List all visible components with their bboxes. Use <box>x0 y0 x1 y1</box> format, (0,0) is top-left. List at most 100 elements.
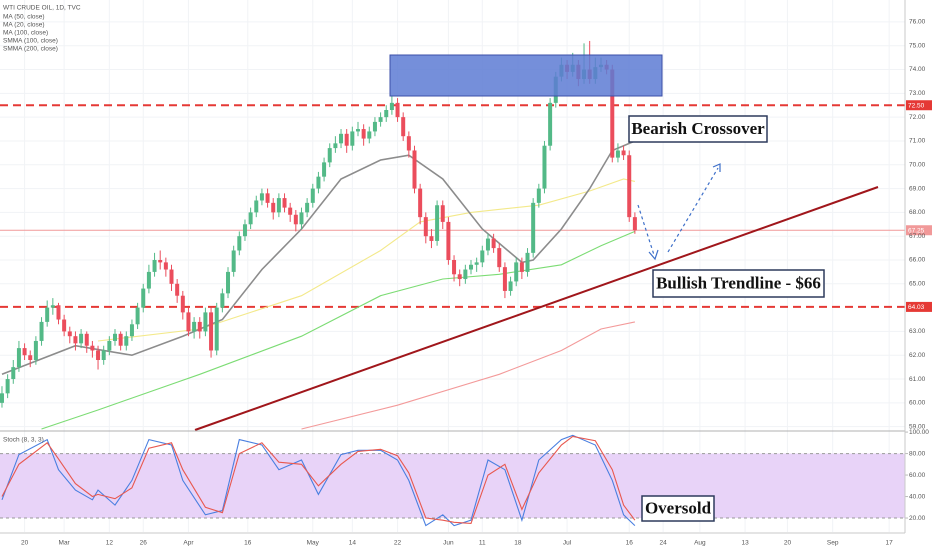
candle-body <box>485 238 490 251</box>
candle-body <box>45 307 50 322</box>
candle-body <box>28 355 33 360</box>
candle-body <box>384 110 389 118</box>
candle-body <box>282 198 287 208</box>
candle-body <box>62 319 67 332</box>
candle-body <box>632 217 637 231</box>
candle-body <box>33 340 38 360</box>
arrow-head <box>648 249 659 261</box>
candle-body <box>248 212 253 225</box>
candle-body <box>418 188 423 218</box>
arrow-down <box>637 204 655 256</box>
candle-body <box>84 333 89 346</box>
candle-body <box>259 193 264 201</box>
candle-body <box>39 321 44 341</box>
legend-entry: MA (100, close) <box>3 30 48 37</box>
x-tick-label: 16 <box>244 540 252 547</box>
x-tick-label: Jul <box>563 540 572 547</box>
candle-body <box>305 202 310 213</box>
candle-body <box>508 281 513 291</box>
y-tick-label: 59.00 <box>909 423 926 430</box>
y-tick-label: 61.00 <box>909 376 926 383</box>
candle-body <box>276 198 281 213</box>
candle-body <box>231 250 236 272</box>
candle-body <box>16 348 21 368</box>
trendline <box>194 186 879 431</box>
candle-body <box>299 212 304 225</box>
candle-body <box>372 121 377 132</box>
candle-body <box>146 271 151 289</box>
candle-body <box>463 269 468 280</box>
y-tick-label: 67.00 <box>909 233 926 240</box>
x-tick-label: Jun <box>443 540 454 547</box>
stoch-tick-label: 20.00 <box>909 515 926 522</box>
candle-body <box>621 150 626 156</box>
candle-body <box>186 312 191 332</box>
candle-body <box>615 150 620 158</box>
candle-body <box>180 295 185 313</box>
y-tick-label: 62.00 <box>909 352 926 359</box>
candle-body <box>412 150 417 189</box>
chart-title: WTI CRUDE OIL, 1D, TVC <box>3 5 81 12</box>
candle-body <box>192 321 197 332</box>
candle-body <box>135 307 140 325</box>
candle-body <box>344 133 349 146</box>
arrow-head <box>712 163 721 172</box>
candle-body <box>220 293 225 308</box>
candle-body <box>627 155 632 218</box>
level-tag <box>906 225 932 236</box>
candle-body <box>5 379 10 394</box>
candle-body <box>316 176 321 189</box>
y-tick-label: 73.00 <box>909 90 926 97</box>
candle-body <box>226 271 231 294</box>
y-tick-label: 71.00 <box>909 138 926 145</box>
x-tick-label: 20 <box>21 540 29 547</box>
level-tag <box>906 301 932 312</box>
candle-body <box>361 129 366 139</box>
level-label: 64.03 <box>908 304 925 311</box>
arrow-up <box>667 167 719 253</box>
candle-body <box>322 162 327 177</box>
candle-body <box>11 367 16 380</box>
y-tick-label: 70.00 <box>909 161 926 168</box>
candle-body <box>0 393 4 403</box>
candle-body <box>310 188 315 203</box>
annotation-box <box>652 269 825 298</box>
candle-body <box>129 324 134 337</box>
candle-body <box>378 117 383 122</box>
candle-body <box>395 102 400 118</box>
x-tick-label: 12 <box>106 540 114 547</box>
candle-body <box>355 129 360 132</box>
ma-line <box>301 321 636 430</box>
candle-body <box>22 348 27 356</box>
annotation: Bullish Trendline - $66 <box>656 273 821 292</box>
candle-body <box>56 305 61 320</box>
projection-arrows <box>637 167 719 256</box>
candle-body <box>158 260 163 263</box>
candle-body <box>203 312 208 332</box>
candle-body <box>175 283 180 296</box>
stoch-tick-label: 60.00 <box>909 472 926 479</box>
candle-body <box>525 252 530 272</box>
candle-body <box>73 336 78 344</box>
candle-body <box>542 145 547 189</box>
candle-body <box>50 305 55 308</box>
candle-body <box>67 331 72 337</box>
candle-body <box>440 205 445 222</box>
x-tick-label: May <box>307 540 320 547</box>
candle-body <box>254 200 259 213</box>
candle-body <box>502 267 507 291</box>
candle-body <box>214 307 219 351</box>
x-tick-label: 16 <box>626 540 634 547</box>
candle-body <box>107 340 112 351</box>
candle-body <box>389 102 394 110</box>
stoch-line <box>1 435 636 524</box>
y-tick-label: 69.00 <box>909 185 926 192</box>
candle-body <box>118 333 123 346</box>
x-tick-label: 24 <box>660 540 668 547</box>
candle-body <box>536 188 541 203</box>
x-tick-label: 18 <box>514 540 522 547</box>
stoch-tick-label: 40.00 <box>909 493 926 500</box>
x-tick-label: 26 <box>140 540 148 547</box>
legend-entry: SMMA (200, close) <box>3 46 58 53</box>
